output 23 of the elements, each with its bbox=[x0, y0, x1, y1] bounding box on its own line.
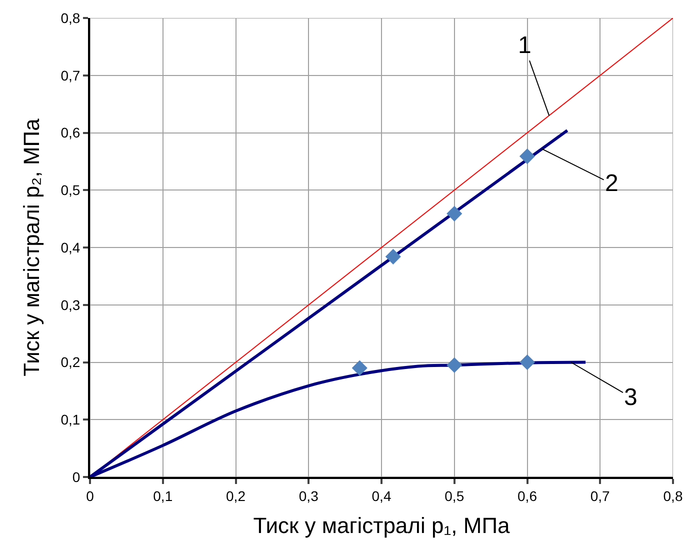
x-tick-label: 0,8 bbox=[663, 488, 683, 504]
y-tick-label: 0,6 bbox=[60, 124, 80, 141]
annotation: 3 bbox=[624, 384, 638, 411]
y-tick-label: 0,2 bbox=[60, 354, 80, 370]
y-tick-label: 0,4 bbox=[60, 239, 80, 256]
annotation: 1 bbox=[518, 32, 532, 59]
annotation: 2 bbox=[605, 170, 618, 197]
y-tick-label: 0 bbox=[72, 468, 80, 485]
y-tick-label: 0,5 bbox=[60, 182, 80, 198]
x-tick-label: 0,2 bbox=[226, 488, 246, 504]
x-tick-label: 0,3 bbox=[298, 488, 319, 504]
y-tick-label: 0,1 bbox=[60, 412, 80, 428]
y-tick-label: 0,3 bbox=[60, 296, 80, 313]
y-tick-label: 0,8 bbox=[60, 10, 80, 26]
x-tick-label: 0,7 bbox=[590, 488, 610, 504]
x-tick-label: 0,5 bbox=[444, 488, 464, 504]
y-tick-label: 0,7 bbox=[60, 67, 80, 84]
x-tick-label: 0,6 bbox=[518, 488, 538, 504]
x-tick-label: 0,1 bbox=[153, 488, 173, 504]
x-tick-label: 0 bbox=[86, 488, 94, 504]
y-axis-title: Тиск у магістралі p₂, МПа bbox=[19, 118, 44, 376]
x-axis-title: Тиск у магістралі p₁, МПа bbox=[253, 513, 511, 538]
x-tick-label: 0,4 bbox=[372, 488, 392, 504]
